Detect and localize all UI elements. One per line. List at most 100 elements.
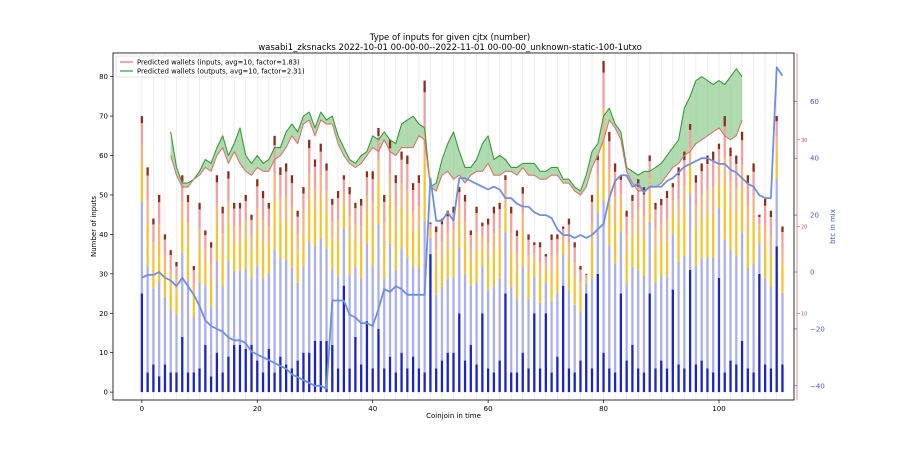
bar-segment-pink — [146, 175, 149, 201]
bar-segment-gold — [660, 244, 663, 277]
bar-segment-pink — [752, 171, 755, 197]
bar-segment-brown — [740, 131, 744, 141]
y2-tick-label: 0 — [810, 269, 814, 277]
bar-segment-blue-light — [175, 314, 178, 373]
bar-segment-blue-light — [717, 208, 721, 278]
bar-segment-brown — [781, 226, 784, 233]
bar-segment-blue-dark — [423, 372, 426, 393]
bar-segment-gold — [573, 278, 576, 305]
bar-segment-blue-dark — [371, 368, 374, 393]
bar-segment-blue-light — [238, 270, 242, 345]
bar-segment-blue-light — [533, 276, 536, 314]
bar-segment-gold — [654, 249, 657, 283]
bar-segment-pink — [763, 205, 767, 226]
bar-segment-blue-dark — [712, 372, 715, 393]
bar-segment-pink — [290, 182, 294, 207]
bar-segment-gold — [146, 224, 149, 266]
bar-segment-brown — [735, 155, 738, 164]
bar-segment-blue-dark — [613, 372, 617, 393]
bar-segment-blue-dark — [498, 360, 501, 393]
bar-segment-brown — [475, 206, 478, 214]
bar-segment-blue-light — [590, 278, 594, 369]
y3-tick-label: 20 — [801, 225, 807, 231]
y-tick-label: 0 — [104, 389, 108, 397]
bar-segment-orange — [729, 181, 732, 208]
bar-segment-brown — [423, 80, 426, 93]
bar-segment-orange — [423, 127, 426, 163]
y-tick-label: 10 — [99, 349, 108, 357]
bar-segment-brown — [377, 127, 380, 136]
bar-segment-gold — [331, 239, 334, 269]
bar-segment-pink — [683, 160, 686, 187]
bar-segment-pink — [579, 269, 582, 282]
plot-frame — [112, 52, 795, 401]
bar-segment-pink — [204, 235, 207, 249]
bar-segment-brown — [209, 242, 213, 248]
bar-segment-blue-light — [469, 285, 472, 345]
bar-segment-pink — [342, 179, 345, 193]
bar-segment-pink — [775, 121, 778, 137]
bar-segment-blue-light — [654, 282, 657, 369]
bar-segment-pink — [746, 182, 749, 207]
bar-segment-brown — [284, 163, 288, 172]
bar-segment-blue-light — [567, 290, 571, 369]
bar-segment-blue-dark — [261, 372, 265, 393]
bar-segment-blue-dark — [481, 313, 484, 393]
bar-segment-blue-light — [452, 276, 455, 353]
bar-segment-brown — [510, 206, 513, 214]
bar-segment-blue-light — [261, 278, 265, 373]
bar-segment-gold — [209, 279, 213, 307]
bar-segment-gold — [492, 253, 496, 287]
bar-segment-blue-dark — [533, 313, 536, 393]
bar-segment-gold — [313, 210, 317, 247]
bar-segment-gold — [250, 251, 253, 278]
btc-in-mix-line — [141, 66, 784, 390]
bar-segment-orange — [342, 192, 345, 207]
bar-segment-blue-light — [735, 255, 738, 365]
bar-segment-brown — [769, 210, 773, 218]
bar-segment-gold — [769, 254, 773, 287]
bar-segment-brown — [619, 175, 623, 180]
bar-segment-blue-dark — [763, 364, 767, 393]
bar-segment-brown — [261, 191, 265, 199]
bar-segment-blue-dark — [458, 313, 461, 393]
bar-segment-brown — [388, 139, 392, 149]
bar-segment-pink — [660, 205, 663, 225]
bar-segment-orange — [279, 197, 282, 221]
bar-segment-pink — [625, 216, 628, 235]
bar-segment-blue-light — [740, 232, 744, 341]
bar-segment-brown — [458, 187, 461, 193]
legend-label-outputs: Predicted wallets (outputs, avg=10, fact… — [137, 68, 305, 76]
bar-segment-orange — [613, 196, 617, 222]
bar-segment-blue-dark — [521, 352, 524, 393]
bar-segment-brown — [452, 206, 455, 213]
bar-segment-pink — [735, 163, 738, 189]
bar-segment-gold — [729, 207, 732, 250]
bar-segment-blue-light — [319, 238, 322, 341]
bar-segment-blue-dark — [360, 364, 363, 393]
bar-segment-gold — [550, 273, 553, 301]
bar-segment-blue-light — [244, 268, 247, 349]
bar-segment-orange — [746, 206, 749, 230]
y2-tick-label: −40 — [810, 382, 825, 390]
bar-segment-brown — [590, 194, 594, 202]
bar-segment-gold — [227, 223, 230, 261]
bar-segment-blue-light — [158, 282, 161, 377]
bar-segment-orange — [163, 255, 167, 271]
bar-segment-orange — [781, 248, 784, 266]
bar-segment-blue-light — [596, 212, 599, 274]
bar-segment-brown — [763, 198, 767, 206]
bar-segment-blue-dark — [152, 364, 155, 393]
bar-segment-gold — [411, 231, 415, 267]
bar-segment-gold — [198, 249, 201, 283]
bar-segment-pink — [446, 216, 449, 234]
bar-segment-gold — [284, 219, 288, 260]
bar-segment-pink — [671, 187, 674, 201]
bar-segment-orange — [354, 224, 357, 241]
predicted-wallets-outputs-line — [170, 68, 743, 192]
bar-segment-pink — [590, 201, 594, 223]
bar-segment-orange — [429, 227, 432, 232]
bar-segment-pink — [354, 208, 357, 225]
bar-segment-blue-dark — [625, 360, 628, 393]
bar-segment-pink — [331, 204, 334, 223]
